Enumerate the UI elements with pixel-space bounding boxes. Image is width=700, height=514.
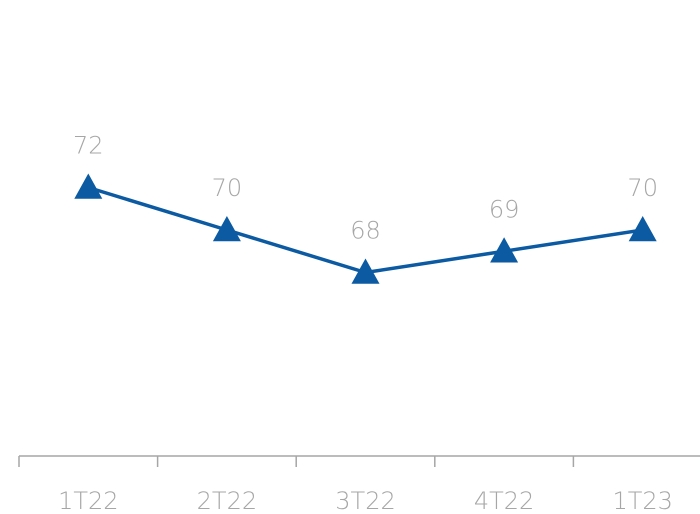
data-label: 69 <box>489 195 520 223</box>
data-labels: 72 70 68 69 70 <box>73 132 658 245</box>
x-axis <box>18 455 700 467</box>
x-tick-label: 2T22 <box>197 487 257 514</box>
data-label: 68 <box>350 217 381 245</box>
data-point-marker <box>74 173 103 199</box>
x-tick-label: 1T23 <box>612 487 672 514</box>
x-tick-label: 4T22 <box>474 487 534 514</box>
x-tick-labels: 1T22 2T22 3T22 4T22 1T23 <box>58 487 673 514</box>
x-tick-label: 3T22 <box>335 487 395 514</box>
data-point-marker <box>212 216 241 242</box>
x-tick-label: 1T22 <box>58 487 118 514</box>
series-markers <box>74 173 657 284</box>
data-label: 70 <box>627 174 658 202</box>
data-point-marker <box>351 258 380 284</box>
data-point-marker <box>490 237 519 263</box>
data-point-marker <box>628 216 657 242</box>
data-label: 70 <box>212 174 243 202</box>
data-label: 72 <box>73 132 104 160</box>
